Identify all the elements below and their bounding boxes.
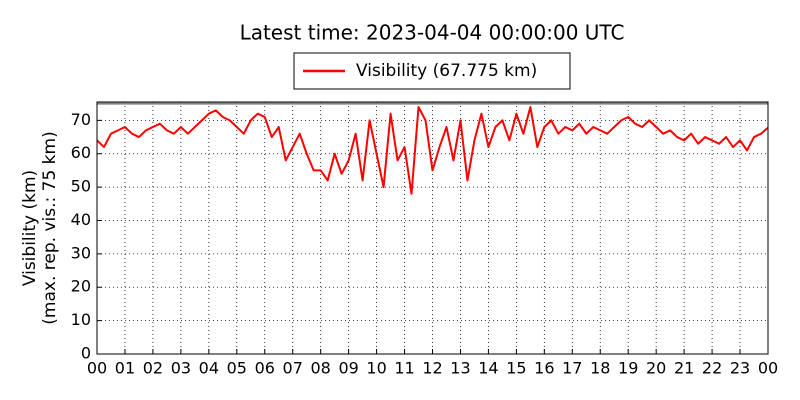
x-tick-label: 00	[87, 359, 107, 378]
y-tick-label: 0	[81, 344, 91, 363]
x-tick-label: 02	[143, 359, 163, 378]
x-tick-label: 09	[338, 359, 358, 378]
x-tick-label: 00	[758, 359, 778, 378]
x-tick-label: 22	[702, 359, 722, 378]
legend-label: Visibility (67.775 km)	[356, 61, 537, 81]
x-tick-label: 05	[227, 359, 247, 378]
y-tick-label: 70	[71, 110, 91, 129]
x-tick-label: 01	[115, 359, 135, 378]
chart-title: Latest time: 2023-04-04 00:00:00 UTC	[240, 21, 625, 45]
x-tick-label: 23	[730, 359, 750, 378]
y-axis-label: Visibility (km)	[20, 170, 40, 286]
y-tick-label: 50	[71, 177, 91, 196]
y-tick-label: 60	[71, 143, 91, 162]
y-tick-label: 30	[71, 243, 91, 262]
x-tick-label: 16	[534, 359, 554, 378]
plot-frame	[96, 101, 769, 355]
x-tick-label: 04	[199, 359, 219, 378]
x-tick-label: 14	[478, 359, 498, 378]
x-tick-label: 06	[255, 359, 275, 378]
x-tick-label: 20	[646, 359, 666, 378]
y-axis-label: (max. rep. vis.: 75 km)	[40, 131, 60, 324]
x-tick-label: 07	[283, 359, 303, 378]
x-tick-label: 12	[422, 359, 442, 378]
x-tick-label: 03	[171, 359, 191, 378]
x-tick-label: 13	[450, 359, 470, 378]
x-tick-label: 18	[590, 359, 610, 378]
x-tick-label: 19	[618, 359, 638, 378]
y-tick-label: 20	[71, 277, 91, 296]
x-tick-label: 11	[394, 359, 414, 378]
x-tick-label: 08	[310, 359, 330, 378]
x-tick-label: 10	[366, 359, 386, 378]
y-tick-label: 40	[71, 210, 91, 229]
x-tick-label: 21	[674, 359, 694, 378]
data-line	[96, 106, 769, 195]
x-tick-label: 15	[506, 359, 526, 378]
x-tick-label: 17	[562, 359, 582, 378]
y-tick-label: 10	[71, 310, 91, 329]
